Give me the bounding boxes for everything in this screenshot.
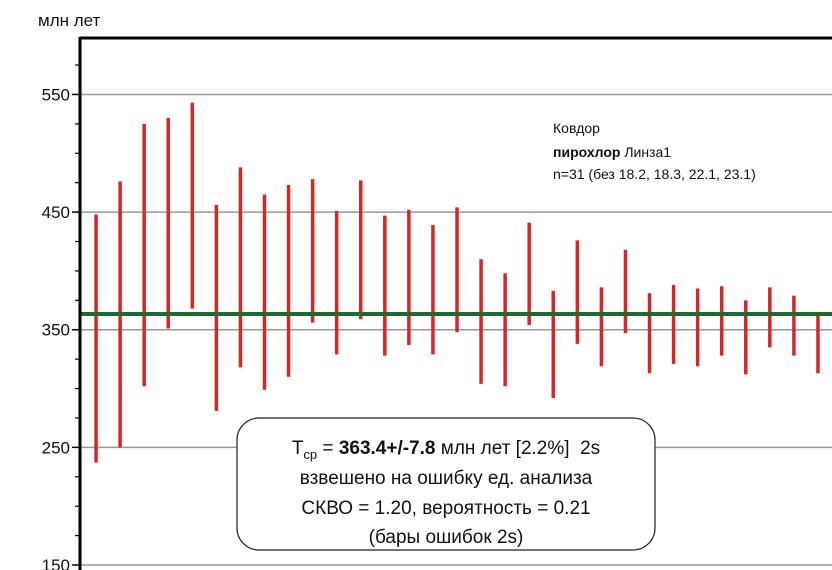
y-tick-label: 450: [42, 203, 70, 222]
info-site: Ковдор: [553, 120, 600, 136]
y-axis-label: млн лет: [38, 11, 101, 30]
subscript: ср: [303, 447, 317, 462]
y-tick-label: 350: [42, 321, 70, 340]
result: 363.4+/-7.8: [339, 438, 436, 459]
annotation-line: взвешено на ошибку ед. анализа: [300, 468, 593, 489]
y-tick-label: 550: [42, 85, 70, 104]
info-note: n=31 (без 18.2, 18.3, 22.1, 23.1): [553, 166, 756, 182]
y-tick-label: 150: [42, 556, 70, 570]
eq: =: [317, 438, 339, 459]
sample: Линза1: [624, 144, 671, 160]
annotation-line: (бары ошибок 2s): [369, 527, 524, 548]
rest: млн лет [2.2%] 2s: [435, 438, 600, 459]
t: T: [292, 438, 304, 459]
info-mineral: пирохлор Линза1: [553, 144, 671, 160]
y-tick-label: 250: [42, 438, 70, 457]
annotation-line: СКВО = 1.20, вероятность = 0.21: [301, 498, 590, 519]
annotation-box: [236, 417, 656, 551]
mineral: пирохлор: [553, 144, 620, 160]
annotation-line: Tср = 363.4+/-7.8 млн лет [2.2%] 2s: [292, 438, 600, 462]
